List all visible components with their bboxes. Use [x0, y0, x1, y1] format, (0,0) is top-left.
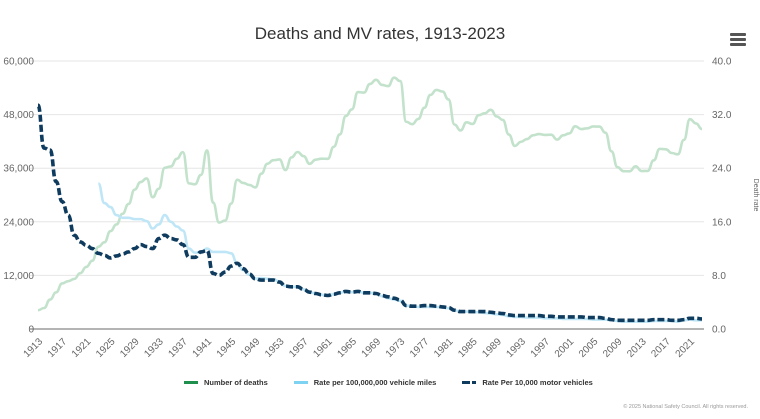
y-left-tick-label: 0 — [28, 325, 34, 336]
x-tick-label: 2017 — [649, 336, 673, 360]
legend-label: Rate Per 10,000 motor vehicles — [482, 378, 593, 387]
x-tick-label: 1949 — [239, 336, 263, 360]
y-right-axis-title: Death rate — [752, 179, 759, 212]
x-tick-label: 1969 — [360, 336, 384, 360]
y-right-tick-label: 16.0 — [712, 217, 732, 228]
x-tick-label: 1989 — [480, 336, 504, 360]
copyright: © 2025 National Safety Council. All righ… — [623, 404, 748, 410]
y-right-tick-label: 40.0 — [712, 57, 732, 68]
x-tick-label: 1925 — [94, 336, 118, 360]
y-right-tick-label: 8.0 — [712, 271, 726, 282]
legend-item-deaths[interactable]: Number of deaths — [184, 378, 268, 387]
hamburger-icon-bar — [730, 38, 746, 41]
x-tick-label: 1977 — [408, 336, 432, 360]
y-right-tick-label: 32.0 — [712, 110, 732, 121]
x-tick-label: 1965 — [336, 336, 360, 360]
x-tick-label: 1937 — [166, 336, 190, 360]
series-line-miles — [97, 182, 702, 323]
legend-item-miles[interactable]: Rate per 100,000,000 vehicle miles — [293, 378, 437, 387]
x-tick-label: 1973 — [384, 336, 408, 360]
y-right-tick-label: 24.0 — [712, 164, 732, 175]
x-tick-label: 1933 — [142, 336, 166, 360]
chart-title: Deaths and MV rates, 1913-2023 — [254, 24, 506, 43]
y-right-tick-label: 0.0 — [712, 325, 726, 336]
series-line-vehicles — [36, 103, 703, 323]
x-tick-label: 2013 — [625, 336, 649, 360]
x-tick-label: 1953 — [263, 336, 287, 360]
x-tick-label: 1941 — [191, 336, 215, 360]
y-left-tick-label: 36,000 — [3, 164, 34, 175]
legend-swatch — [293, 381, 308, 384]
x-tick-label: 1913 — [22, 336, 46, 360]
x-tick-label: 2001 — [553, 336, 577, 360]
x-tick-label: 1929 — [118, 336, 142, 360]
chart-menu-button[interactable] — [730, 33, 746, 46]
x-tick-label: 2009 — [601, 336, 625, 360]
x-tick-label: 1921 — [70, 336, 94, 360]
x-tick-label: 1957 — [287, 336, 311, 360]
x-tick-label: 1945 — [215, 336, 239, 360]
y-left-tick-label: 12,000 — [3, 271, 34, 282]
legend-swatch — [184, 381, 198, 384]
x-tick-label: 1961 — [311, 336, 335, 360]
y-left-tick-label: 24,000 — [3, 217, 34, 228]
legend-label: Number of deaths — [204, 378, 268, 387]
legend-item-vehicles[interactable]: Rate Per 10,000 motor vehicles — [462, 378, 593, 387]
x-tick-label: 2021 — [674, 336, 698, 360]
x-tick-label: 1993 — [505, 336, 529, 360]
y-left-tick-label: 60,000 — [3, 57, 34, 68]
series-line-deaths — [37, 76, 703, 312]
x-tick-label: 1981 — [432, 336, 456, 360]
y-left-tick-label: 48,000 — [3, 110, 34, 121]
hamburger-icon-bar — [730, 43, 746, 46]
x-tick-label: 2005 — [577, 336, 601, 360]
x-tick-label: 1917 — [46, 336, 70, 360]
x-tick-label: 1997 — [529, 336, 553, 360]
hamburger-icon — [730, 33, 746, 36]
legend-label: Rate per 100,000,000 vehicle miles — [313, 378, 437, 387]
x-tick-label: 1985 — [456, 336, 480, 360]
legend-swatch — [462, 381, 477, 384]
legend: Number of deaths Rate per 100,000,000 ve… — [184, 378, 593, 387]
